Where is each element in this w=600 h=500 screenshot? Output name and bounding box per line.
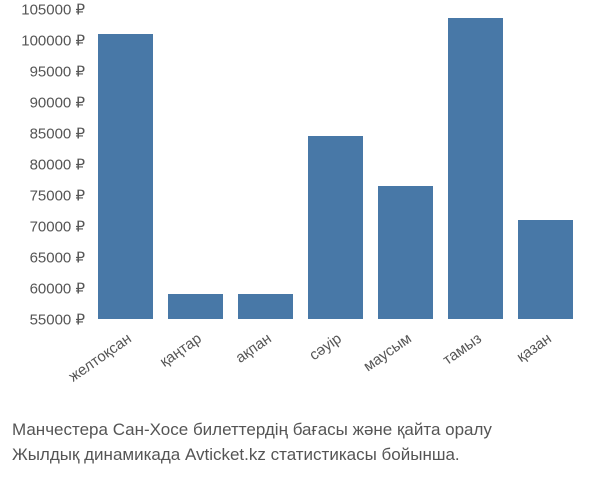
- bar: [518, 220, 573, 319]
- bar: [168, 294, 223, 319]
- y-tick-label: 75000 ₽: [0, 189, 95, 204]
- y-tick-label: 65000 ₽: [0, 251, 95, 266]
- y-axis: 55000 ₽60000 ₽65000 ₽70000 ₽75000 ₽80000…: [0, 10, 95, 320]
- y-tick-label: 95000 ₽: [0, 65, 95, 80]
- caption-line-1: Манчестера Сан-Хосе билеттердің бағасы ж…: [12, 418, 588, 443]
- price-bar-chart: 55000 ₽ 60000 ₽ 65000 ₽ 70000 ₽ 75000 ₽ 80000…: [0, 0, 600, 400]
- bar: [378, 186, 433, 319]
- bar: [238, 294, 293, 319]
- bar: [308, 136, 363, 319]
- bar: [448, 18, 503, 319]
- y-tick-label: 90000 ₽: [0, 96, 95, 111]
- y-tick-label: 85000 ₽: [0, 127, 95, 142]
- bar: [98, 34, 153, 319]
- y-tick-label: 55000 ₽: [0, 313, 95, 328]
- y-tick-label: 80000 ₽: [0, 158, 95, 173]
- y-tick-label: 100000 ₽: [0, 34, 95, 49]
- y-tick-label: 60000 ₽: [0, 282, 95, 297]
- chart-caption: Манчестера Сан-Хосе билеттердің бағасы ж…: [12, 418, 588, 467]
- y-tick-label: 70000 ₽: [0, 220, 95, 235]
- y-tick-label: 105000 ₽: [0, 3, 95, 18]
- plot-area: [95, 10, 585, 320]
- caption-line-2: Жылдық динамикада Avticket.kz статистика…: [12, 443, 588, 468]
